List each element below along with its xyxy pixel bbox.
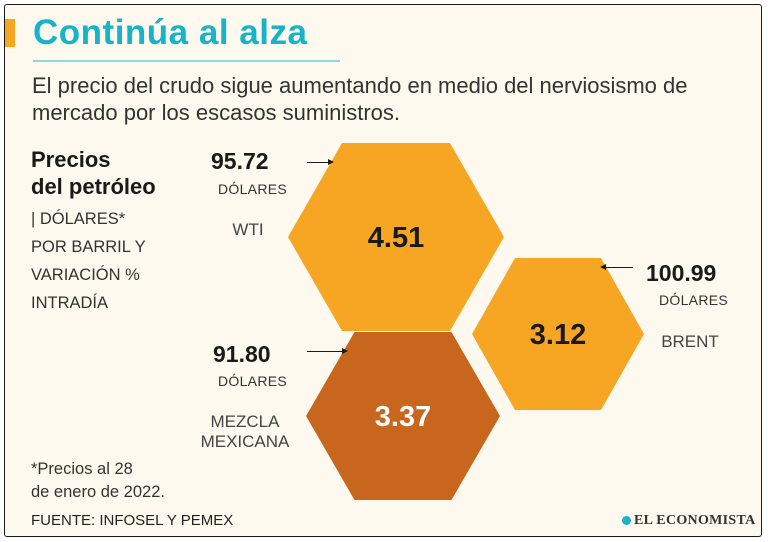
subtitle: El precio del crudo sigue aumentando en … — [32, 73, 688, 125]
variation-label-wti: 4.51 — [368, 222, 424, 254]
price-wti: 95.72 — [211, 148, 269, 174]
series-label-brent: BRENT — [661, 332, 719, 351]
legend-description: | DÓLARES* POR BARRIL Y VARIACIÓN % INTR… — [31, 210, 146, 312]
source-credit: FUENTE: INFOSEL Y PEMEX — [31, 512, 234, 529]
accent-bar — [5, 19, 15, 47]
variation-label-brent: 3.12 — [530, 319, 586, 351]
pointer-mezcla — [307, 348, 348, 354]
title-underline — [33, 60, 340, 62]
hexagon-mezcla — [306, 332, 500, 500]
hexagon-wti — [288, 143, 504, 331]
variation-label-mezcla: 3.37 — [375, 401, 431, 433]
page-title: Continúa al alza — [33, 13, 308, 52]
brand-name: EL ECONOMISTA — [634, 513, 756, 528]
footnote: *Precios al 28 de enero de 2022. — [31, 460, 165, 501]
price-mezcla: 91.80 — [213, 341, 271, 367]
legend-title-text: Precios del petróleo — [31, 147, 156, 199]
hexagon-chart: 4.51 3.12 3.37 — [288, 143, 644, 500]
unit-mezcla: DÓLARES — [218, 373, 288, 389]
unit-brent: DÓLARES — [659, 292, 729, 308]
series-label-wti: WTI — [232, 220, 264, 239]
hexagon-brent — [472, 258, 644, 410]
brand-logo: EL ECONOMISTA — [622, 513, 756, 529]
brand-icon — [622, 516, 631, 526]
infographic-frame: Continúa al alza El precio del crudo sig… — [4, 4, 762, 537]
pointer-wti — [307, 159, 334, 165]
series-label-mezcla: MEZCLA MEXICANA — [200, 412, 290, 451]
price-brent: 100.99 — [646, 260, 717, 286]
unit-wti: DÓLARES — [218, 181, 288, 197]
legend-title: Precios del petróleo — [31, 146, 156, 200]
pointer-brent — [600, 264, 633, 270]
